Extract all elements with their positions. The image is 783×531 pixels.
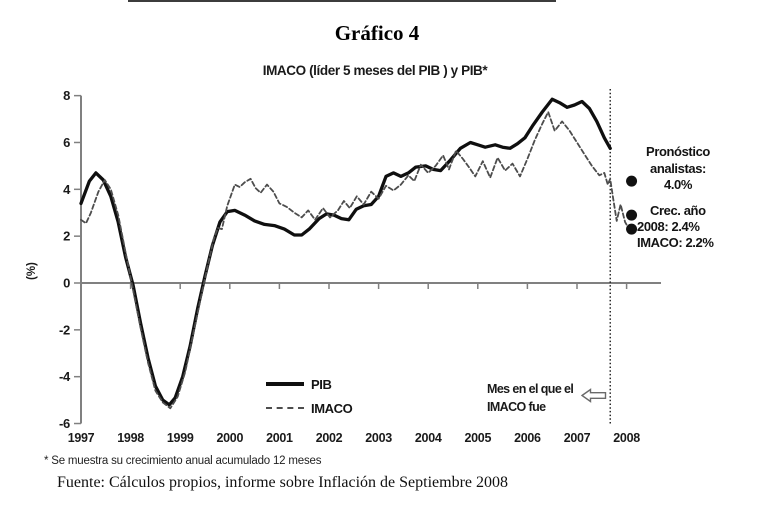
forecast-dot <box>626 209 638 221</box>
legend-row-imaco: IMACO <box>266 396 353 420</box>
y-tick-label: -4 <box>59 369 71 384</box>
x-tick-label: 2006 <box>514 431 541 445</box>
chart-footnote: * Se muestra su crecimiento anual acumul… <box>44 455 322 467</box>
source-line: Fuente: Cálculos propios, informe sobre … <box>57 474 509 491</box>
forecast-dot <box>626 223 638 235</box>
x-tick-label: 2004 <box>415 431 442 445</box>
x-tick-label: 2003 <box>365 431 392 445</box>
chart-legend: PIB IMACO <box>266 372 353 420</box>
x-tick-label: 2007 <box>564 431 591 445</box>
x-tick-label: 1998 <box>117 431 144 445</box>
y-tick-label: 6 <box>63 135 70 150</box>
divider-note: Mes en el que el IMACO fue <box>487 380 597 416</box>
chart-subtitle: IMACO (líder 5 meses del PIB ) y PIB* <box>262 63 488 78</box>
x-tick-label: 1999 <box>167 431 194 445</box>
y-tick-label: 2 <box>63 229 70 244</box>
imaco-line <box>80 111 630 410</box>
divider-note-line2: IMACO fue <box>487 400 546 414</box>
x-tick-label: 2001 <box>266 431 293 445</box>
stray-top-border <box>128 0 556 2</box>
imaco-line-sample-icon <box>266 407 304 409</box>
forecast-annotation: Pronóstico analistas: 4.0% <box>629 144 727 194</box>
pib-line <box>79 97 612 407</box>
forecast-line3: 4.0% <box>663 177 693 192</box>
x-tick-label: 2002 <box>316 431 343 445</box>
forecast-line1: Pronóstico <box>646 144 710 159</box>
figure-title: Gráfico 4 <box>334 21 420 45</box>
left-hollow-arrow-icon <box>580 388 607 408</box>
growth-line2: 2008: 2.4% <box>637 219 700 234</box>
x-tick-label: 2005 <box>464 431 491 445</box>
legend-label-imaco: IMACO <box>311 400 353 416</box>
growth-line1: Crec. año <box>650 203 706 218</box>
forecast-line2: analistas: <box>650 160 706 176</box>
y-tick-label: 4 <box>63 182 71 197</box>
growth-annotation: Crec. año 2008: 2.4% IMACO: 2.2% <box>637 203 747 251</box>
x-tick-label: 1997 <box>68 431 95 445</box>
pib-line-sample-icon <box>266 382 304 386</box>
y-tick-label: -6 <box>59 416 70 431</box>
legend-row-pib: PIB <box>266 372 352 396</box>
growth-line3: IMACO: 2.2% <box>637 235 714 250</box>
x-tick-label: 2000 <box>216 431 243 445</box>
x-tick-label: 2008 <box>613 431 640 445</box>
divider-note-line1: Mes en el que el <box>487 382 574 396</box>
y-axis-label: (%) <box>26 262 38 280</box>
y-tick-label: -2 <box>59 322 70 337</box>
forecast-dot <box>626 175 638 187</box>
legend-label-pib: PIB <box>311 376 332 392</box>
y-tick-label: 8 <box>63 88 70 103</box>
y-tick-label: 0 <box>63 276 70 291</box>
